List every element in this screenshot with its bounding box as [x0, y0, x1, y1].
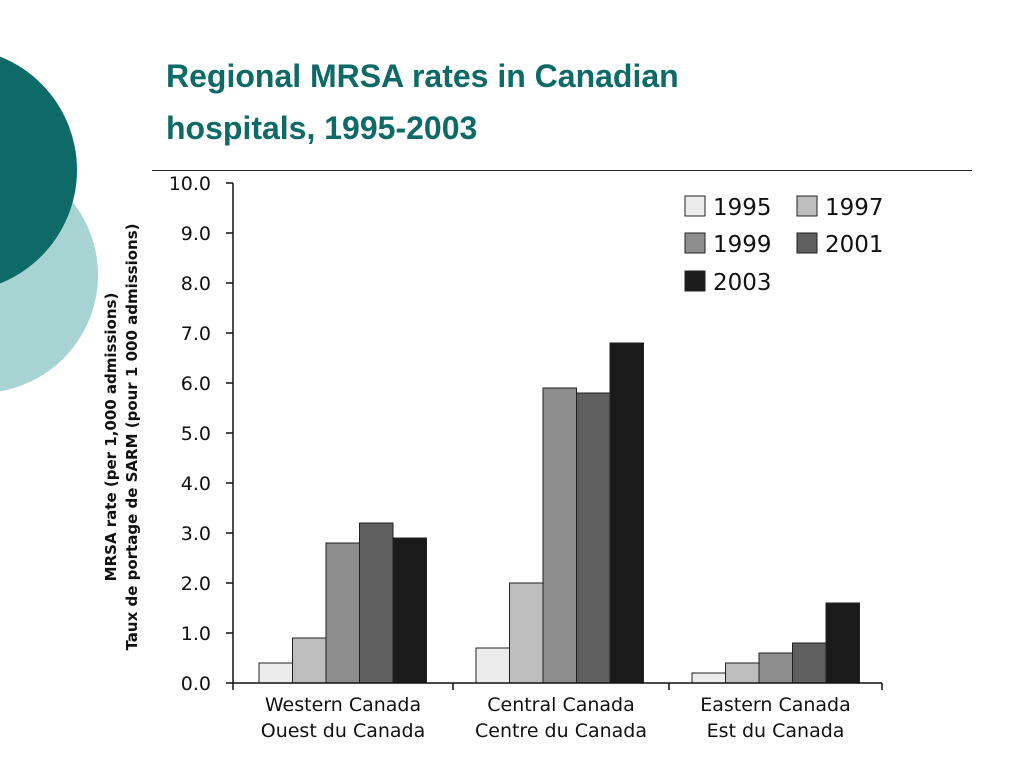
- bar: [725, 662, 760, 684]
- legend-swatch: [684, 270, 706, 292]
- legend-label: 2001: [825, 232, 884, 258]
- x-category-label: Est du Canada: [707, 720, 845, 742]
- bar: [542, 387, 577, 684]
- y-tick-label: 4.0: [181, 473, 211, 495]
- bars: [258, 342, 860, 684]
- x-category-label: Eastern Canada: [700, 694, 851, 716]
- y-tick-label: 5.0: [181, 423, 211, 445]
- bar: [576, 392, 611, 684]
- x-category-label: Western Canada: [265, 694, 421, 716]
- legend-swatch: [796, 232, 818, 254]
- x-category-label: Centre du Canada: [475, 720, 647, 742]
- y-axis-label: MRSA rate (per 1,000 admissions) Taux de…: [102, 223, 141, 650]
- y-tick-label: 1.0: [181, 623, 211, 645]
- y-tick-label: 9.0: [181, 223, 211, 245]
- bar: [475, 647, 510, 684]
- legend-label: 1997: [825, 195, 884, 221]
- legend-swatch: [684, 232, 706, 254]
- bar: [392, 537, 427, 684]
- title-divider: [152, 170, 972, 171]
- y-tick-label: 8.0: [181, 273, 211, 295]
- legend-label: 1999: [713, 232, 772, 258]
- legend-label: 2003: [713, 270, 772, 296]
- y-tick-label: 6.0: [181, 373, 211, 395]
- bar: [609, 342, 644, 684]
- legend: 1995 1997 1999 2001 2003: [684, 195, 884, 296]
- bar: [758, 652, 793, 684]
- decoration-circle-dark: [0, 56, 77, 284]
- x-category-label: Central Canada: [487, 694, 635, 716]
- legend-label: 1995: [713, 195, 772, 221]
- slide-decoration: [0, 56, 98, 392]
- bar: [258, 662, 293, 684]
- y-tick-label: 3.0: [181, 523, 211, 545]
- y-axis-label-line-2: Taux de portage de SARM (pour 1 000 admi…: [123, 223, 141, 650]
- y-tick-label: 7.0: [181, 323, 211, 345]
- bar: [325, 542, 360, 684]
- y-axis-label-line-1: MRSA rate (per 1,000 admissions): [102, 293, 120, 582]
- legend-swatch: [684, 195, 706, 217]
- slide-title-line-1: Regional MRSA rates in Canadian: [166, 58, 679, 94]
- bar: [509, 582, 544, 684]
- legend-swatch: [796, 195, 818, 217]
- y-tick-label: 2.0: [181, 573, 211, 595]
- y-tick-label: 0.0: [181, 673, 211, 695]
- slide-title: Regional MRSA rates in Canadian hospital…: [166, 50, 926, 154]
- bar: [825, 602, 860, 684]
- y-tick-label: 10.0: [169, 173, 211, 195]
- bar: [292, 637, 327, 684]
- bar: [359, 522, 394, 684]
- slide-title-line-2: hospitals, 1995-2003: [166, 110, 478, 146]
- bar: [691, 672, 726, 684]
- bar: [792, 642, 827, 684]
- y-axis: 0.0 1.0 2.0 3.0 4.0 5.0 6.0 7.0 8.0 9.0 10.0: [169, 173, 234, 695]
- x-axis: Western Canada Ouest du Canada Central Can…: [232, 682, 883, 742]
- x-category-label: Ouest du Canada: [261, 720, 426, 742]
